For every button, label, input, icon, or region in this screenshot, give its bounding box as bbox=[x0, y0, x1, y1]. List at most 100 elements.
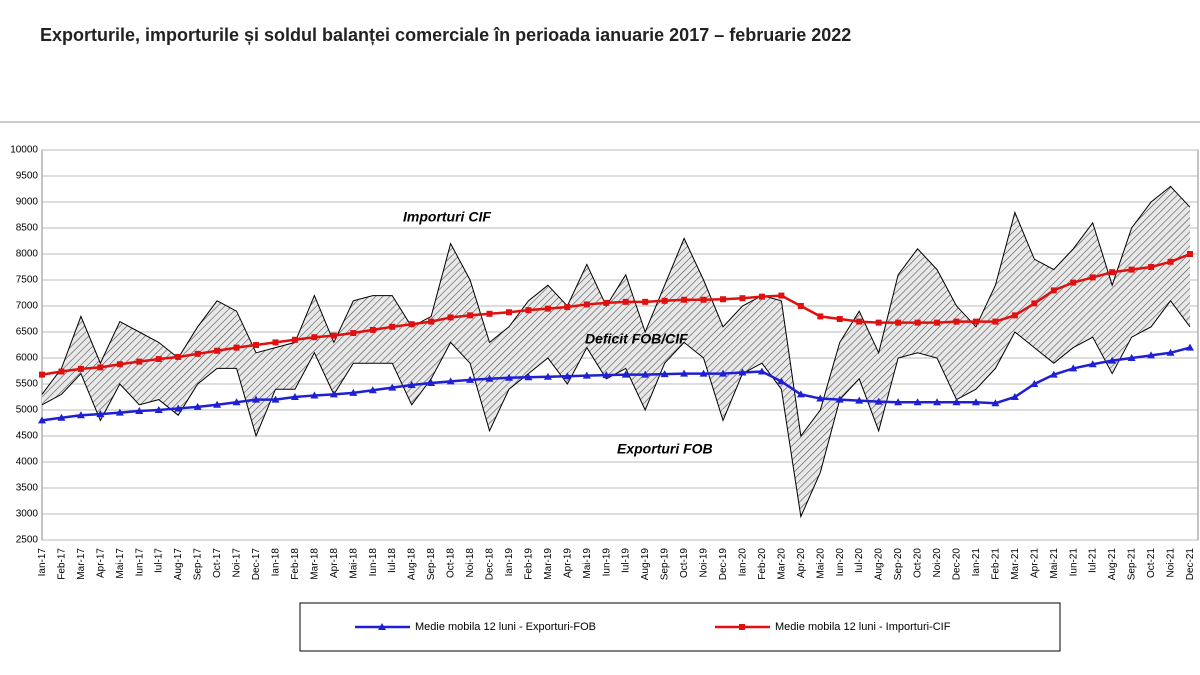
marker bbox=[817, 313, 824, 320]
x-tick-label: Iun-19 bbox=[601, 548, 612, 577]
marker bbox=[427, 378, 436, 386]
x-tick-label: Feb-21 bbox=[990, 548, 1001, 580]
x-tick-label: Ian-20 bbox=[737, 548, 748, 577]
marker bbox=[855, 396, 864, 404]
marker bbox=[525, 307, 532, 314]
marker bbox=[953, 318, 960, 325]
marker bbox=[1186, 343, 1194, 351]
marker bbox=[778, 292, 785, 299]
marker bbox=[739, 295, 746, 302]
x-tick-label: Noi-20 bbox=[932, 548, 943, 578]
x-tick-label: Apr-20 bbox=[796, 548, 807, 578]
marker bbox=[1069, 364, 1078, 372]
x-tick-label: Noi-17 bbox=[232, 548, 243, 578]
marker bbox=[155, 356, 162, 363]
marker bbox=[252, 395, 261, 403]
marker bbox=[1109, 269, 1116, 276]
marker bbox=[135, 407, 144, 415]
marker bbox=[603, 299, 610, 306]
y-tick-label: 7000 bbox=[16, 301, 39, 312]
marker bbox=[1108, 356, 1117, 364]
marker bbox=[504, 373, 513, 381]
x-tick-label: Mai-17 bbox=[115, 548, 126, 579]
marker bbox=[194, 350, 201, 357]
marker bbox=[310, 391, 319, 399]
marker bbox=[1148, 264, 1155, 270]
marker bbox=[934, 319, 941, 326]
marker bbox=[952, 398, 961, 406]
y-tick-label: 6500 bbox=[16, 327, 39, 338]
marker bbox=[389, 323, 396, 330]
marker bbox=[272, 339, 279, 346]
x-tick-label: Dec-21 bbox=[1185, 548, 1196, 581]
marker bbox=[369, 326, 376, 333]
marker bbox=[757, 367, 766, 375]
x-tick-label: Noi-19 bbox=[699, 548, 710, 578]
marker bbox=[1167, 258, 1174, 265]
y-tick-label: 5000 bbox=[16, 405, 39, 416]
x-tick-label: Noi-18 bbox=[465, 548, 476, 578]
marker bbox=[971, 398, 980, 406]
x-tick-label: Mar-18 bbox=[309, 548, 320, 580]
x-tick-label: Apr-21 bbox=[1029, 548, 1040, 578]
x-tick-label: Ian-17 bbox=[37, 548, 48, 577]
marker bbox=[582, 371, 591, 379]
x-tick-label: Dec-19 bbox=[718, 548, 729, 581]
marker bbox=[39, 371, 45, 378]
x-tick-label: Oct-21 bbox=[1146, 548, 1157, 578]
marker bbox=[1030, 380, 1039, 387]
y-tick-label: 8500 bbox=[16, 223, 39, 234]
series-line bbox=[41, 252, 1191, 376]
marker bbox=[77, 365, 84, 372]
marker bbox=[97, 364, 104, 371]
x-tick-label: Aug-19 bbox=[640, 548, 651, 581]
x-tick-label: Aug-18 bbox=[407, 548, 418, 581]
y-tick-label: 8000 bbox=[16, 249, 39, 260]
x-tick-label: Aug-21 bbox=[1107, 548, 1118, 581]
marker bbox=[914, 319, 921, 326]
marker bbox=[796, 390, 805, 398]
legend-marker bbox=[378, 623, 386, 630]
marker bbox=[875, 319, 882, 326]
legend bbox=[299, 602, 1061, 652]
marker bbox=[76, 411, 85, 419]
x-tick-label: Sep-18 bbox=[426, 548, 437, 581]
marker bbox=[193, 402, 202, 410]
marker bbox=[621, 370, 630, 378]
marker bbox=[564, 304, 571, 311]
marker bbox=[96, 410, 105, 418]
x-tick-label: Iul-17 bbox=[154, 548, 165, 573]
marker bbox=[136, 358, 143, 365]
marker bbox=[466, 375, 475, 383]
x-tick-label: Mai-18 bbox=[348, 548, 359, 579]
marker bbox=[816, 394, 825, 402]
x-tick-label: Mar-21 bbox=[1010, 548, 1021, 580]
x-tick-label: Mar-17 bbox=[76, 548, 87, 580]
marker bbox=[232, 398, 241, 406]
marker bbox=[583, 301, 590, 308]
x-tick-label: Aug-20 bbox=[874, 548, 885, 581]
marker bbox=[856, 318, 863, 325]
marker bbox=[329, 390, 338, 398]
marker bbox=[290, 393, 299, 400]
y-tick-label: 4500 bbox=[16, 431, 39, 442]
legend-marker bbox=[739, 624, 745, 630]
x-tick-label: Apr-18 bbox=[329, 548, 340, 578]
marker bbox=[1128, 266, 1135, 273]
x-tick-label: Mai-20 bbox=[815, 548, 826, 579]
marker bbox=[38, 416, 46, 424]
x-tick-label: Oct-20 bbox=[913, 548, 924, 578]
marker bbox=[835, 395, 844, 403]
marker bbox=[642, 298, 649, 305]
x-tick-label: Sep-17 bbox=[193, 548, 204, 581]
x-tick-label: Ian-18 bbox=[270, 548, 281, 577]
marker bbox=[719, 369, 728, 377]
marker bbox=[116, 361, 123, 368]
marker bbox=[680, 369, 689, 377]
marker bbox=[115, 408, 124, 416]
x-tick-label: Sep-19 bbox=[660, 548, 671, 581]
marker bbox=[213, 400, 222, 408]
marker bbox=[1050, 287, 1057, 294]
y-tick-label: 3000 bbox=[16, 509, 39, 520]
